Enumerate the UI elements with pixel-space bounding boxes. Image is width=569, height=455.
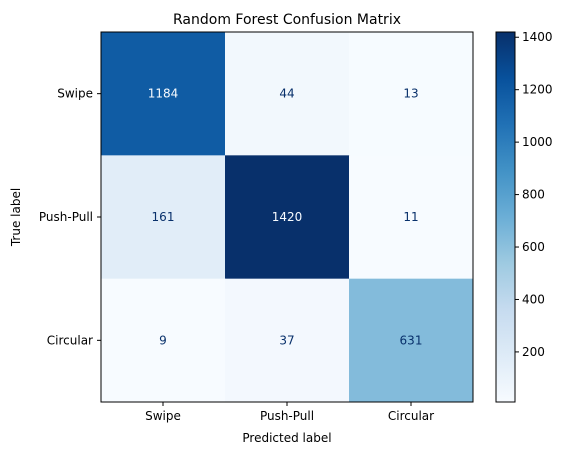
cell-1-2 (349, 155, 474, 280)
colorbar-tick-label: 800 (522, 188, 545, 202)
y-tick-label: Circular (47, 333, 93, 347)
colorbar-tick-label: 1400 (522, 30, 553, 44)
cell-2-2 (349, 278, 474, 403)
colorbar-tick-label: 1000 (522, 135, 553, 149)
colorbar-tick-label: 1200 (522, 83, 553, 97)
cell-value-1-0: 161 (152, 210, 175, 224)
cell-0-1 (225, 32, 350, 156)
cell-value-2-1: 37 (279, 333, 294, 347)
colorbar-tick-label: 400 (522, 292, 545, 306)
x-axis-label: Predicted label (242, 431, 331, 445)
cell-value-2-0: 9 (159, 333, 167, 347)
y-axis-ticks: Swipe Push-Pull Circular (39, 87, 101, 347)
cell-value-0-2: 13 (403, 87, 418, 101)
cell-1-1 (225, 155, 350, 280)
cell-2-0 (101, 278, 226, 403)
colorbar (495, 31, 516, 403)
colorbar-tick-label: 600 (522, 240, 545, 254)
cell-1-0 (101, 155, 226, 280)
cell-value-1-1: 1420 (272, 210, 303, 224)
x-tick-label: Circular (388, 409, 434, 423)
cell-value-2-2: 631 (400, 333, 423, 347)
cell-2-1 (225, 278, 350, 403)
cell-value-0-1: 44 (279, 87, 294, 101)
cell-value-1-2: 11 (403, 210, 418, 224)
colorbar-tick-label: 200 (522, 345, 545, 359)
y-tick-label: Swipe (57, 87, 93, 101)
y-tick-label: Push-Pull (39, 210, 93, 224)
y-axis-label: True label (9, 188, 23, 247)
cell-0-2 (349, 32, 474, 156)
cell-value-0-0: 1184 (148, 87, 179, 101)
chart-title: Random Forest Confusion Matrix (173, 12, 401, 28)
matrix-cells: 1184 44 13 161 1420 11 9 37 631 (101, 32, 474, 403)
colorbar-ticks: 200 400 600 800 1000 1200 1400 (515, 30, 553, 359)
x-tick-label: Swipe (145, 409, 181, 423)
x-tick-label: Push-Pull (260, 409, 314, 423)
x-axis-ticks: Swipe Push-Pull Circular (145, 402, 434, 423)
cell-0-0 (101, 32, 226, 156)
